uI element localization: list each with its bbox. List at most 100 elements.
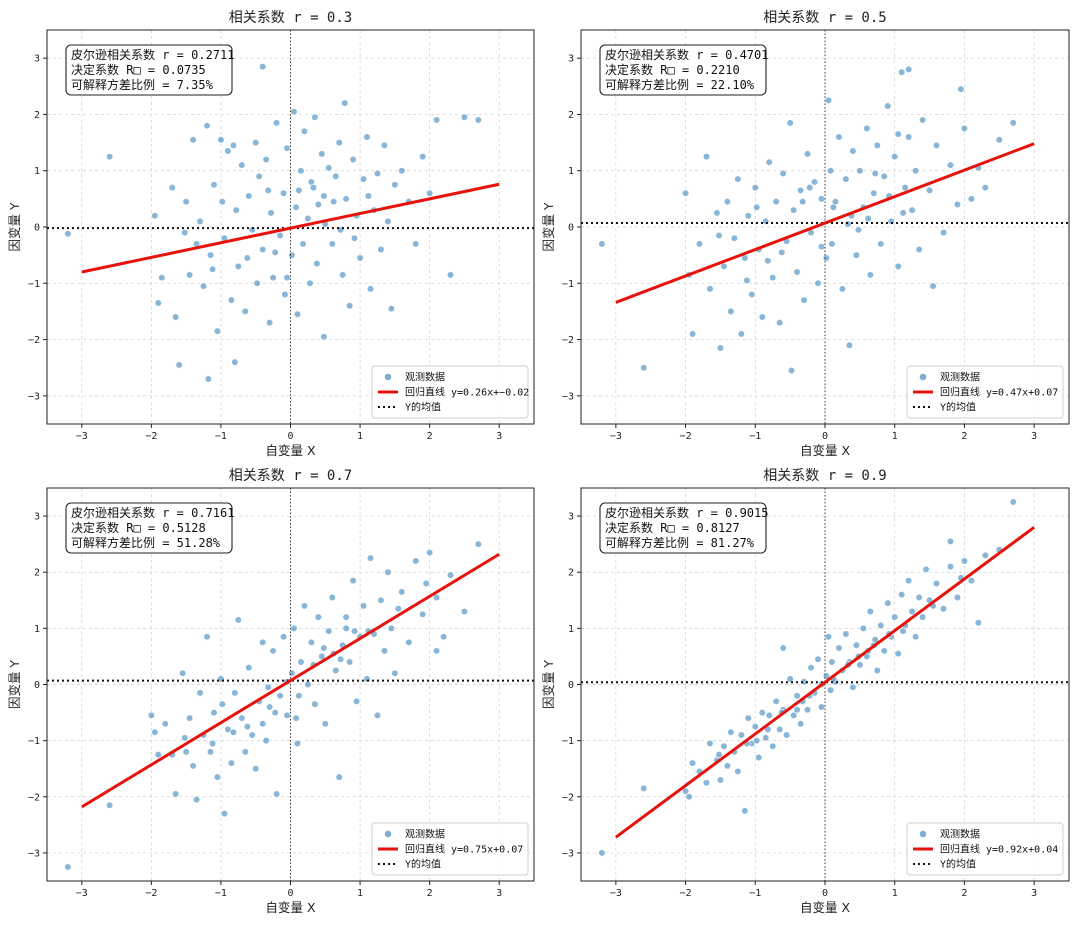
- y-tick-label: −1: [28, 279, 40, 290]
- stats-line-1: 皮尔逊相关系数 r = 0.7161: [71, 505, 234, 520]
- data-point: [295, 692, 303, 700]
- data-point: [151, 728, 159, 736]
- stats-line-1: 皮尔逊相关系数 r = 0.4701: [605, 47, 768, 62]
- y-tick-label: 3: [34, 54, 40, 65]
- data-point: [314, 613, 322, 621]
- data-point: [824, 633, 833, 641]
- data-point: [342, 624, 350, 632]
- x-tick-label: −3: [610, 431, 622, 442]
- data-point: [297, 658, 305, 666]
- y-axis-label: 因变量 Y: [541, 660, 556, 709]
- x-tick-label: −3: [610, 888, 622, 899]
- data-point: [932, 141, 941, 149]
- data-point: [908, 607, 916, 616]
- data-point: [332, 172, 340, 180]
- data-point: [894, 650, 902, 658]
- data-point: [373, 711, 382, 719]
- data-point: [151, 212, 159, 220]
- data-point: [474, 116, 482, 124]
- data-point: [292, 203, 300, 211]
- data-point: [842, 630, 850, 638]
- data-point: [210, 708, 218, 717]
- legend-frame: [371, 365, 529, 419]
- data-point: [227, 759, 235, 767]
- data-point: [293, 310, 302, 318]
- data-point: [276, 692, 284, 700]
- data-point: [446, 271, 455, 279]
- data-point: [276, 231, 284, 240]
- data-point: [405, 638, 413, 646]
- data-point: [363, 133, 371, 141]
- data-point: [318, 150, 326, 158]
- y-tick-label: 3: [34, 512, 40, 523]
- data-point: [894, 262, 902, 271]
- data-point: [306, 279, 314, 287]
- data-point: [884, 599, 892, 607]
- y-tick-label: −3: [28, 848, 40, 859]
- data-point: [939, 605, 948, 613]
- x-tick-label: 3: [1031, 888, 1037, 899]
- data-point: [350, 234, 359, 242]
- data-point: [359, 175, 368, 183]
- data-point: [908, 206, 916, 214]
- data-point: [716, 776, 725, 784]
- data-point: [279, 189, 288, 197]
- data-point: [899, 627, 907, 635]
- x-tick-label: 2: [427, 431, 433, 442]
- data-point: [206, 251, 215, 259]
- data-point: [905, 65, 913, 73]
- legend-swatch-points: [919, 830, 927, 838]
- y-tick-label: 2: [568, 110, 574, 121]
- data-point: [433, 593, 441, 602]
- data-point: [433, 116, 441, 124]
- data-point: [755, 753, 763, 762]
- data-point: [866, 607, 874, 616]
- data-point: [300, 127, 309, 135]
- stats-box-frame: [599, 44, 767, 96]
- data-point: [912, 633, 920, 641]
- data-point: [1009, 498, 1017, 506]
- data-point: [158, 274, 166, 282]
- data-point: [266, 703, 274, 711]
- data-point: [790, 206, 798, 214]
- data-point: [688, 330, 697, 338]
- data-point: [723, 762, 732, 770]
- legend-label-3: Y的均值: [405, 858, 441, 871]
- data-point: [807, 664, 815, 672]
- legend-label-2: 回归直线 y=0.47x+0.07: [940, 386, 1058, 399]
- data-point: [852, 641, 860, 649]
- y-tick-label: −2: [28, 335, 40, 346]
- data-point: [352, 697, 361, 705]
- data-point: [901, 184, 909, 192]
- stats-box-frame: [65, 502, 233, 554]
- data-point: [64, 863, 72, 871]
- stats-box-frame: [65, 44, 233, 96]
- data-point: [828, 240, 836, 248]
- data-point: [422, 579, 430, 588]
- stats-line-2: 决定系数 R□ = 0.2210: [605, 62, 740, 77]
- data-point: [814, 279, 822, 287]
- regression-line: [615, 142, 1035, 304]
- data-point: [186, 714, 194, 722]
- data-point: [311, 700, 319, 708]
- data-point: [161, 720, 169, 728]
- data-point: [288, 669, 296, 677]
- data-point: [772, 697, 780, 705]
- data-point: [720, 742, 728, 750]
- data-point: [817, 703, 826, 711]
- x-tick-label: 2: [961, 431, 967, 442]
- data-point: [681, 787, 690, 795]
- data-point: [217, 136, 225, 144]
- data-point: [852, 251, 860, 259]
- data-point: [915, 245, 923, 254]
- data-point: [870, 189, 878, 197]
- data-point: [271, 708, 279, 717]
- data-point: [283, 274, 291, 282]
- data-point: [835, 644, 843, 652]
- data-point: [953, 200, 962, 209]
- data-point: [806, 184, 814, 192]
- y-axis-label: 因变量 Y: [541, 202, 556, 251]
